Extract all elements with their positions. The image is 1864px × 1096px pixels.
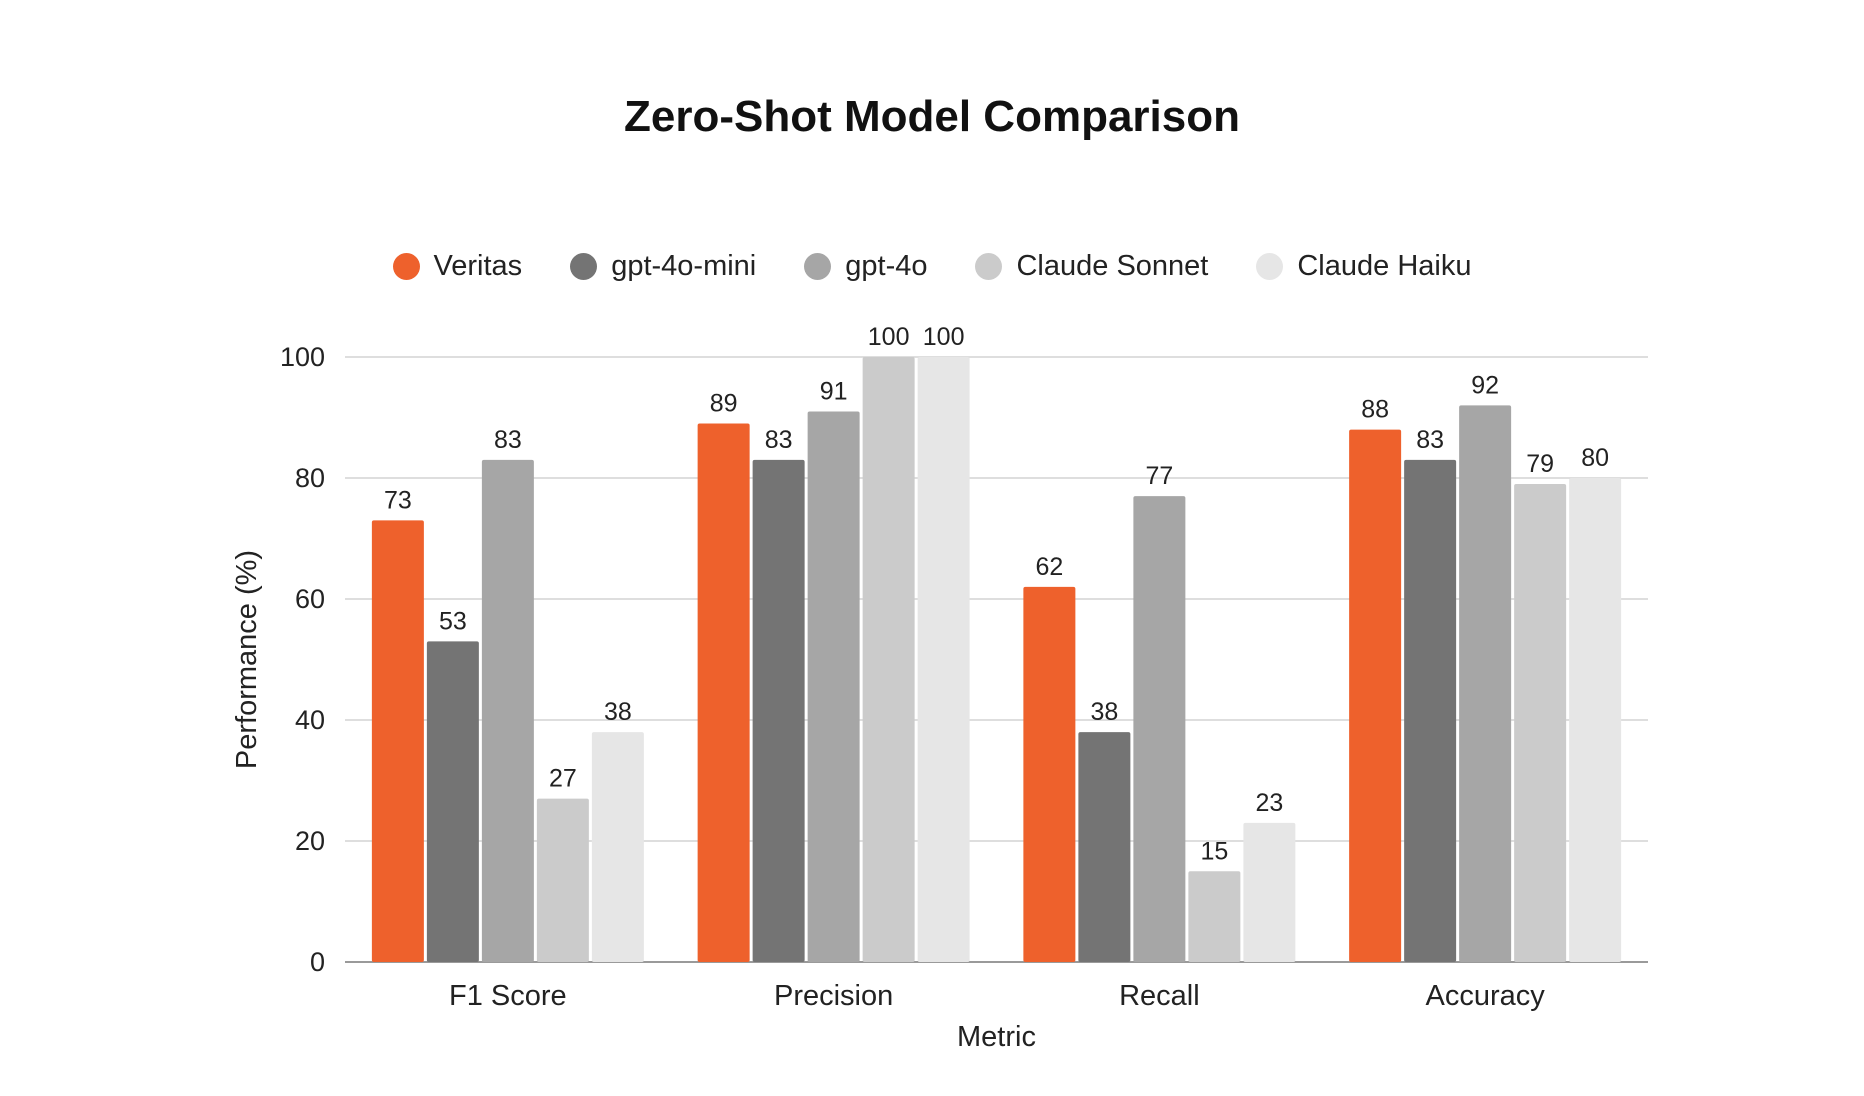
bar-value-label: 77 [1145, 462, 1173, 490]
legend-label: Veritas [433, 250, 523, 282]
y-tick-label: 0 [310, 947, 325, 977]
legend-swatch [392, 253, 420, 280]
x-axis-label: Metric [957, 1021, 1036, 1053]
chart-legend: Veritas gpt-4o-mini gpt-4o Claude Sonnet Cla… [0, 250, 1864, 283]
bar-value-label: 89 [710, 390, 738, 418]
y-axis-label: Performance (%) [231, 550, 263, 769]
x-tick-label: Accuracy [1425, 980, 1545, 1012]
x-tick-label: Recall [1119, 980, 1200, 1012]
bar-value-label: 83 [765, 426, 793, 454]
bar [1023, 586, 1076, 962]
bar-value-label: 83 [1416, 426, 1444, 454]
bar [426, 641, 479, 962]
legend-item: gpt-4o-mini [570, 250, 756, 283]
legend-item: gpt-4o [804, 250, 927, 283]
bar-value-label: 38 [604, 698, 632, 726]
value-labels: 73 53 83 27 38 89 83 91 100 100 62 38 77 15 23 88 83 92 79… [384, 323, 1609, 865]
bar [1188, 871, 1241, 962]
bar-value-label: 73 [384, 486, 412, 514]
bar-value-label: 38 [1090, 698, 1118, 726]
bar-value-label: 100 [923, 323, 965, 351]
legend-label: Claude Haiku [1297, 250, 1472, 282]
bar [752, 459, 805, 962]
bar [1243, 822, 1296, 962]
bar [1569, 478, 1622, 962]
bar [917, 357, 970, 962]
bar [1459, 405, 1512, 962]
legend-swatch [804, 253, 832, 280]
bar-value-label: 83 [494, 426, 522, 454]
legend-swatch [1256, 253, 1284, 280]
bar-value-label: 62 [1035, 553, 1063, 581]
legend-label: gpt-4o [845, 250, 928, 282]
bar [481, 459, 534, 962]
x-tick-label: F1 Score [449, 980, 567, 1012]
bar [1514, 484, 1567, 962]
bar-value-label: 100 [868, 323, 910, 351]
bar-value-label: 23 [1255, 789, 1283, 817]
bar [1133, 496, 1186, 962]
legend-item: Claude Sonnet [975, 250, 1208, 283]
legend-item: Veritas [392, 250, 523, 283]
y-tick-label: 20 [295, 826, 325, 856]
bar [1078, 732, 1131, 962]
y-tick-label: 80 [295, 463, 325, 493]
bar [591, 732, 644, 962]
bar [1349, 429, 1402, 963]
bar-value-label: 88 [1361, 396, 1389, 424]
x-axis-ticks: F1 Score Precision Recall Accuracy [449, 980, 1545, 1012]
y-tick-label: 100 [280, 342, 325, 372]
y-tick-label: 60 [295, 584, 325, 614]
bar-value-label: 15 [1200, 837, 1228, 865]
x-tick-label: Precision [774, 980, 893, 1012]
bar [807, 411, 860, 962]
legend-label: Claude Sonnet [1016, 250, 1209, 282]
bar-value-label: 53 [439, 607, 467, 635]
bar-value-label: 92 [1471, 371, 1499, 399]
legend-swatch [975, 253, 1003, 280]
bar-value-label: 27 [549, 765, 577, 793]
bar [371, 520, 424, 962]
legend-item: Claude Haiku [1256, 250, 1471, 283]
legend-swatch [570, 253, 598, 280]
bar-value-label: 91 [820, 377, 848, 405]
bar-value-label: 79 [1526, 450, 1554, 478]
y-tick-label: 40 [295, 705, 325, 735]
chart-title: Zero-Shot Model Comparison [624, 92, 1240, 141]
bar [1404, 459, 1457, 962]
y-axis-ticks: 0 20 40 60 80 100 [280, 342, 325, 977]
bars [371, 357, 1622, 963]
bar [862, 357, 915, 962]
bar [697, 423, 750, 962]
legend-label: gpt-4o-mini [611, 250, 757, 282]
bar-value-label: 80 [1581, 444, 1609, 472]
bar [536, 798, 589, 962]
